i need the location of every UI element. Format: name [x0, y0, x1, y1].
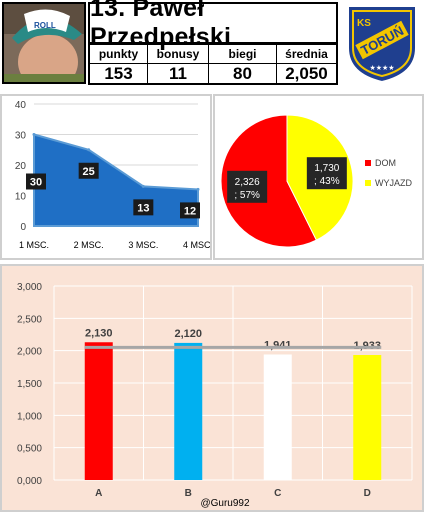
- stat-value-srednia: 2,050: [285, 64, 328, 83]
- data-label-box: [180, 202, 200, 219]
- pie-label: ; 57%: [234, 190, 260, 201]
- data-label: 12: [184, 205, 196, 217]
- player-header: ROLL 13. Paweł Przedpełski punkty bonusy…: [0, 0, 424, 88]
- logo-ks-text: KS: [357, 18, 371, 29]
- logo-stars: ★★★★: [369, 64, 394, 72]
- y-tick-label: 40: [15, 100, 27, 111]
- club-logo: KS TORUŃ ★★★★: [342, 2, 422, 84]
- bar-chart-panel: 0,000 0,500 1,000 1,500 2,000 2,500 3,000 2,130…: [0, 264, 424, 512]
- bar: [353, 354, 382, 480]
- data-label: 30: [30, 177, 42, 189]
- stat-label-biegi: biegi: [209, 45, 277, 64]
- stat-label-punkty: punkty: [90, 45, 148, 64]
- stat-value-biegi: 80: [209, 64, 277, 84]
- area-point: [141, 184, 145, 188]
- area-point: [32, 133, 36, 136]
- data-label: 25: [83, 166, 95, 178]
- legend-label: DOM: [375, 158, 396, 168]
- stat-value-bonusy: 11: [148, 64, 209, 84]
- x-tick-label: D: [364, 488, 371, 499]
- watermark: @Guru992: [200, 498, 250, 509]
- area-point: [87, 148, 91, 152]
- player-title: 13. Paweł Przedpełski: [90, 0, 232, 51]
- legend-label: WYJAZD: [375, 178, 412, 188]
- y-tick-label: 1,000: [17, 411, 42, 422]
- bar-chart: 0,000 0,500 1,000 1,500 2,000 2,500 3,000 2,130…: [17, 282, 413, 509]
- x-tick-label: C: [274, 488, 281, 499]
- data-label-box: [26, 173, 46, 190]
- pie-label: 1,730: [314, 163, 339, 174]
- pie-slice: [220, 114, 318, 248]
- bar: [84, 342, 113, 480]
- cap-text: ROLL: [34, 21, 56, 30]
- player-photo: ROLL: [2, 2, 86, 84]
- y-tick-label: 3,000: [17, 282, 42, 293]
- y-tick-label: 10: [15, 192, 27, 203]
- pie-chart-panel: 2,326 ; 57% 1,730 ; 43% DOM WYJAZD: [213, 94, 424, 260]
- y-tick-label: 0: [20, 222, 26, 233]
- x-tick-label: 1 MSC.: [19, 240, 49, 250]
- stat-label-srednia: średnia: [277, 45, 336, 64]
- y-tick-label: 0,500: [17, 444, 42, 455]
- x-tick-label: B: [185, 488, 192, 499]
- pie-label-box: [227, 170, 268, 203]
- pie-label-box: [306, 157, 347, 190]
- y-tick-label: 1,500: [17, 379, 42, 390]
- y-tick-label: 2,500: [17, 314, 42, 325]
- x-tick-label: 4 MSC.: [183, 240, 210, 250]
- bar: [174, 342, 203, 480]
- y-tick-label: 20: [15, 161, 27, 172]
- title-box: 13. Paweł Przedpełski: [88, 0, 338, 51]
- y-tick-label: 0,000: [17, 476, 42, 487]
- pie-label: 2,326: [235, 177, 260, 188]
- x-tick-label: A: [95, 488, 102, 499]
- y-tick-label: 30: [15, 131, 27, 142]
- area-series: [33, 133, 199, 227]
- x-tick-label: 2 MSC.: [74, 240, 104, 250]
- pie-label: ; 43%: [314, 176, 340, 187]
- area-chart-panel: 0 10 20 30 40 30 1 MSC. 25 2 MSC. 13 3 MSC. 12 4 MSC…: [0, 94, 213, 260]
- x-tick-label: 3 MSC.: [128, 240, 158, 250]
- bar: [263, 354, 292, 480]
- y-tick-label: 2,000: [17, 347, 42, 358]
- data-label: 13: [137, 202, 149, 214]
- stat-value-punkty: 153: [90, 64, 148, 84]
- legend-swatch: [365, 160, 371, 166]
- stat-label-bonusy: bonusy: [148, 45, 209, 64]
- pie-chart: 2,326 ; 57% 1,730 ; 43% DOM WYJAZD: [220, 114, 412, 248]
- data-label-box: [133, 199, 154, 216]
- bar-data-label: 2,130: [85, 327, 113, 339]
- bar-data-label: 1,941: [264, 339, 292, 351]
- stats-table: punkty bonusy biegi średnia 153 11 80 2,…: [88, 43, 338, 85]
- legend-swatch: [365, 180, 371, 186]
- data-label-box: [78, 162, 99, 179]
- bar-data-label: 2,120: [174, 328, 202, 340]
- area-point: [196, 187, 200, 191]
